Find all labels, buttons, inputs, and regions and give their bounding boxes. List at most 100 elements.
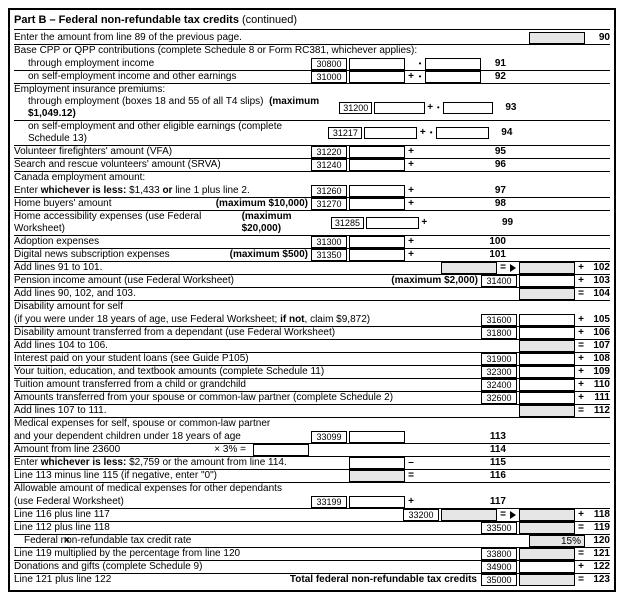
amount-102b[interactable] [519, 262, 575, 274]
row-118: Line 116 plus line 117 33200 = + 118 [14, 508, 610, 521]
amount-110[interactable] [519, 379, 575, 391]
row-med-h1: Medical expenses for self, spouse or com… [14, 417, 610, 430]
row-disab-h: Disability amount for self [14, 300, 610, 313]
amount-90[interactable] [529, 32, 585, 44]
code-33199: 33199 [311, 496, 347, 508]
code-34900: 34900 [481, 561, 517, 573]
amount-100[interactable] [349, 236, 405, 248]
code-31220: 31220 [311, 146, 347, 158]
amount-103[interactable] [519, 275, 575, 287]
amount-101[interactable] [349, 249, 405, 261]
amount-97[interactable] [349, 185, 405, 197]
row-cpp-header: Base CPP or QPP contributions (complete … [14, 44, 610, 57]
row-109: Your tuition, education, and textbook am… [14, 365, 610, 378]
tax-form-part-b: Part B – Federal non-refundable tax cred… [8, 8, 616, 592]
amount-118a[interactable] [441, 509, 497, 521]
amount-109[interactable] [519, 366, 575, 378]
row-103: Pension income amount (use Federal Works… [14, 274, 610, 287]
rate-box: 15% [529, 535, 585, 547]
row-99: Home accessibility expenses (use Federal… [14, 210, 610, 235]
amount-91a[interactable] [349, 58, 405, 70]
row-cea-h: Canada employment amount: [14, 171, 610, 184]
row-112: Add lines 107 to 111. = 112 [14, 404, 610, 417]
code-31400: 31400 [481, 275, 517, 287]
amount-106[interactable] [519, 327, 575, 339]
amount-105[interactable] [519, 314, 575, 326]
code-33500: 33500 [481, 522, 517, 534]
amount-94a[interactable] [364, 127, 417, 139]
code-31240: 31240 [311, 159, 347, 171]
row-100: Adoption expenses 31300 + 100 [14, 235, 610, 248]
row-120: Federal non-refundable tax credit rate 1… [14, 534, 610, 547]
amount-92a[interactable] [349, 71, 405, 83]
row-105: (if you were under 18 years of age, use … [14, 313, 610, 326]
amount-104[interactable] [519, 288, 575, 300]
row-114: Amount from line 23600 × 3% = 114 [14, 443, 610, 456]
amount-121[interactable] [519, 548, 575, 560]
amount-108[interactable] [519, 353, 575, 365]
code-31260: 31260 [311, 185, 347, 197]
row-113: and your dependent children under 18 yea… [14, 430, 610, 443]
code-31900: 31900 [481, 353, 517, 365]
code-33099: 33099 [311, 431, 347, 443]
row-93: through employment (boxes 18 and 55 of a… [14, 96, 610, 120]
row-94: on self-employment and other eligible ea… [14, 120, 610, 145]
row-107: Add lines 104 to 106. = 107 [14, 339, 610, 352]
amount-102a[interactable] [441, 262, 497, 274]
code-31800: 31800 [481, 327, 517, 339]
code-33800: 33800 [481, 548, 517, 560]
amount-119[interactable] [519, 522, 575, 534]
code-31270: 31270 [311, 198, 347, 210]
amount-94b[interactable] [436, 127, 489, 139]
code-31217: 31217 [328, 127, 362, 139]
row-97: Enter whichever is less: $1,433 or line … [14, 184, 610, 197]
row-104: Add lines 90, 102, and 103. = 104 [14, 287, 610, 300]
row-98: Home buyers' amount (maximum $10,000) 31… [14, 197, 610, 210]
row-123: Line 121 plus line 122 Total federal non… [14, 573, 610, 586]
amount-112[interactable] [519, 405, 575, 417]
code-31000: 31000 [311, 71, 347, 83]
code-31285: 31285 [331, 217, 365, 229]
row-116: Line 113 minus line 115 (if negative, en… [14, 469, 610, 482]
amount-93a[interactable] [374, 102, 425, 114]
row-111: Amounts transferred from your spouse or … [14, 391, 610, 404]
row-med-oth-h: Allowable amount of medical expenses for… [14, 482, 610, 495]
code-30800: 30800 [311, 58, 347, 70]
code-32300: 32300 [481, 366, 517, 378]
amount-111[interactable] [519, 392, 575, 404]
amount-95[interactable] [349, 146, 405, 158]
amount-98[interactable] [349, 198, 405, 210]
amount-118b[interactable] [519, 509, 575, 521]
amount-115[interactable] [349, 457, 405, 469]
amount-116[interactable] [349, 470, 405, 482]
row-117: (use Federal Worksheet) 33199 + 117 [14, 495, 610, 508]
amount-99[interactable] [366, 217, 418, 229]
amount-122[interactable] [519, 561, 575, 573]
row-106: Disability amount transferred from a dep… [14, 326, 610, 339]
amount-113[interactable] [349, 431, 405, 443]
row-96: Search and rescue volunteers' amount (SR… [14, 158, 610, 171]
amount-114a[interactable] [253, 444, 309, 456]
row-92: on self-employment income and other earn… [14, 70, 610, 83]
row-119: Line 112 plus line 118 33500 = 119 [14, 521, 610, 534]
amount-117[interactable] [349, 496, 405, 508]
amount-123[interactable] [519, 574, 575, 586]
row-prev-page: Enter the amount from line 89 of the pre… [14, 31, 610, 44]
code-31600: 31600 [481, 314, 517, 326]
carry-right-icon [510, 511, 516, 519]
row-91: through employment income 30800 • 91 [14, 57, 610, 70]
amount-96[interactable] [349, 159, 405, 171]
code-32400: 32400 [481, 379, 517, 391]
amount-92b[interactable] [425, 71, 481, 83]
row-108: Interest paid on your student loans (see… [14, 352, 610, 365]
row-115: Enter whichever is less: $2,759 or the a… [14, 456, 610, 469]
amount-91b[interactable] [425, 58, 481, 70]
amount-93b[interactable] [443, 102, 494, 114]
amount-107[interactable] [519, 340, 575, 352]
code-32600: 32600 [481, 392, 517, 404]
row-ei-header: Employment insurance premiums: [14, 83, 610, 96]
row-95: Volunteer firefighters' amount (VFA) 312… [14, 145, 610, 158]
carry-right-icon [510, 264, 516, 272]
row-110: Tuition amount transferred from a child … [14, 378, 610, 391]
code-31300: 31300 [311, 236, 347, 248]
